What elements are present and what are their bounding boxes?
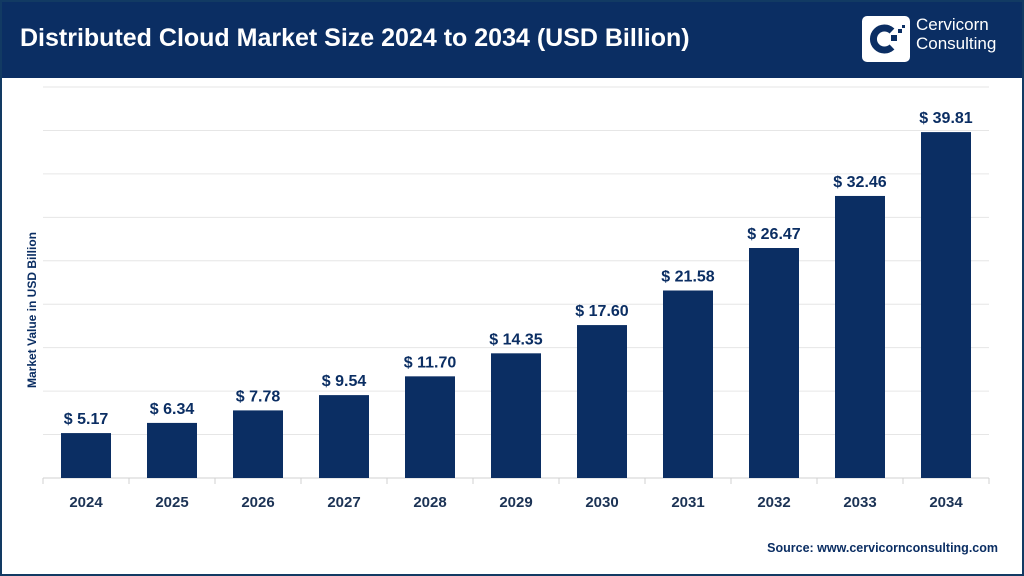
chart-title: Distributed Cloud Market Size 2024 to 20… <box>20 24 690 52</box>
data-label-2026: $ 7.78 <box>236 388 281 405</box>
bar-2033 <box>835 195 885 478</box>
bar-2027 <box>319 395 369 478</box>
data-label-2032: $ 26.47 <box>747 226 800 243</box>
source-text: Source: www.cervicornconsulting.com <box>767 541 998 555</box>
data-label-2027: $ 9.54 <box>322 373 367 390</box>
data-label-2034: $ 39.81 <box>919 110 972 127</box>
bar-2030 <box>577 325 627 478</box>
bar-2028 <box>405 376 455 478</box>
x-tick-label-2034: 2034 <box>929 494 963 511</box>
x-tick-label-2026: 2026 <box>241 494 274 511</box>
x-tick-label-2027: 2027 <box>327 494 360 511</box>
y-axis-label: Market Value in USD Billion <box>25 231 39 389</box>
x-tick-label-2033: 2033 <box>843 494 876 511</box>
x-tick-label-2025: 2025 <box>155 494 188 511</box>
brand-line-2: Consulting <box>916 34 997 53</box>
brand-name: Cervicorn Consulting <box>916 15 996 53</box>
data-label-2028: $ 11.70 <box>404 354 457 371</box>
header-bar: Distributed Cloud Market Size 2024 to 20… <box>2 2 1022 78</box>
bar-2025 <box>147 422 197 478</box>
data-label-2025: $ 6.34 <box>150 401 195 418</box>
x-tick-label-2029: 2029 <box>499 494 532 511</box>
x-tick-label-2032: 2032 <box>757 494 790 511</box>
data-label-2033: $ 32.46 <box>833 174 886 191</box>
x-tick-label-2028: 2028 <box>413 494 446 511</box>
data-label-2031: $ 21.58 <box>661 268 714 285</box>
bar-2031 <box>663 290 713 478</box>
bar-2024 <box>61 433 111 478</box>
x-tick-label-2031: 2031 <box>671 494 704 511</box>
x-tick-label-2024: 2024 <box>69 494 103 511</box>
data-label-2024: $ 5.17 <box>64 411 109 428</box>
data-label-2029: $ 14.35 <box>489 331 542 348</box>
bar-2032 <box>749 248 799 478</box>
bar-2026 <box>233 410 283 478</box>
cervicorn-logo-icon <box>862 16 910 62</box>
data-label-2030: $ 17.60 <box>575 303 628 320</box>
brand-line-1: Cervicorn <box>916 15 989 34</box>
x-tick-label-2030: 2030 <box>585 494 618 511</box>
bar-2034 <box>921 132 971 478</box>
bar-2029 <box>491 353 541 478</box>
